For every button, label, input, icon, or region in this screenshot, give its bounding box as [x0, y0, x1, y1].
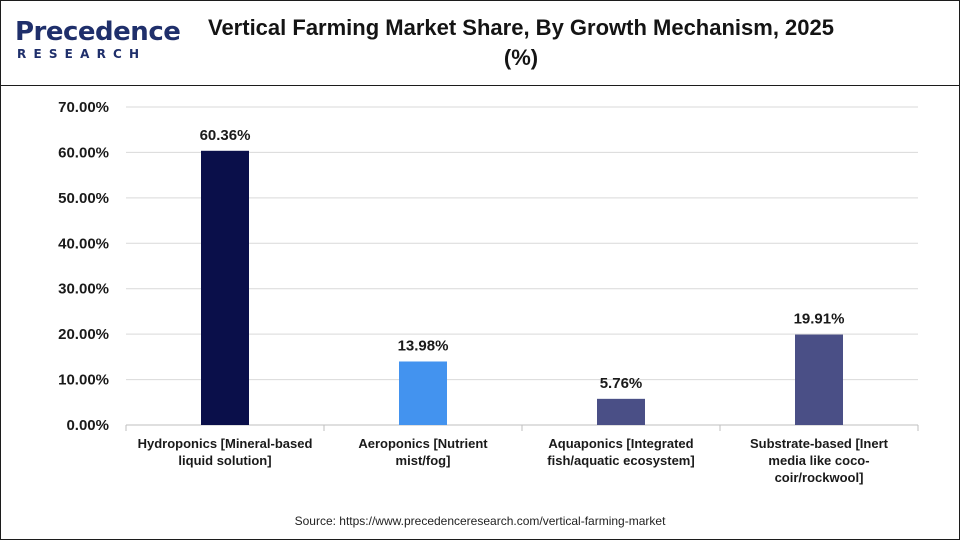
x-tick-label: Hydroponics [Mineral-based liquid solutio… — [138, 436, 313, 468]
bar — [597, 398, 645, 425]
y-tick-label: 0.00% — [66, 417, 109, 434]
data-label: 13.98% — [398, 337, 449, 354]
y-tick-label: 60.00% — [58, 144, 109, 161]
brand-logo: Precedence RESEARCH — [15, 17, 181, 67]
y-tick-label: 30.00% — [58, 281, 109, 298]
y-tick-label: 70.00% — [58, 99, 109, 116]
data-label: 60.36% — [200, 127, 251, 144]
x-tick-label: Aquaponics [Integrated fish/aquatic ecosy… — [547, 436, 694, 468]
x-tick-label-line: media like coco- — [768, 453, 869, 468]
x-tick-label-line: coir/rockwool] — [775, 470, 864, 485]
bar — [795, 334, 843, 425]
x-tick-label: Aeroponics [Nutrient mist/fog] — [358, 436, 488, 468]
y-tick-label: 50.00% — [58, 190, 109, 207]
bar-chart: 0.00% 10.00% 20.00% 30.00% 40.00% 50.00% 60.00… — [58, 99, 919, 485]
header: Precedence RESEARCH Vertical Farming Mar… — [1, 1, 959, 86]
x-tick-label-line: Substrate-based [Inert — [750, 436, 889, 451]
bar — [201, 150, 249, 425]
y-tick-label: 20.00% — [58, 326, 109, 343]
logo-subtitle: RESEARCH — [17, 47, 147, 61]
data-label: 19.91% — [794, 311, 845, 328]
y-tick-label: 10.00% — [58, 372, 109, 389]
x-tick-label-line: liquid solution] — [178, 453, 271, 468]
x-tick-label-line: fish/aquatic ecosystem] — [547, 453, 694, 468]
x-tick-label-line: mist/fog] — [396, 453, 451, 468]
x-tick-label-line: Aeroponics [Nutrient — [358, 436, 488, 451]
logo-wordmark: Precedence — [15, 17, 181, 47]
source-note: Source: https://www.precedenceresearch.c… — [294, 514, 666, 528]
data-label: 5.76% — [600, 375, 643, 392]
x-tick-label-line: Aquaponics [Integrated — [548, 436, 693, 451]
x-tick-label-line: Hydroponics [Mineral-based — [138, 436, 313, 451]
x-tick-label: Substrate-based [Inert media like coco-co… — [750, 436, 889, 485]
bar — [399, 361, 447, 425]
chart-title: Vertical Farming Market Share, By Growth… — [207, 15, 834, 70]
y-tick-label: 40.00% — [58, 235, 109, 252]
